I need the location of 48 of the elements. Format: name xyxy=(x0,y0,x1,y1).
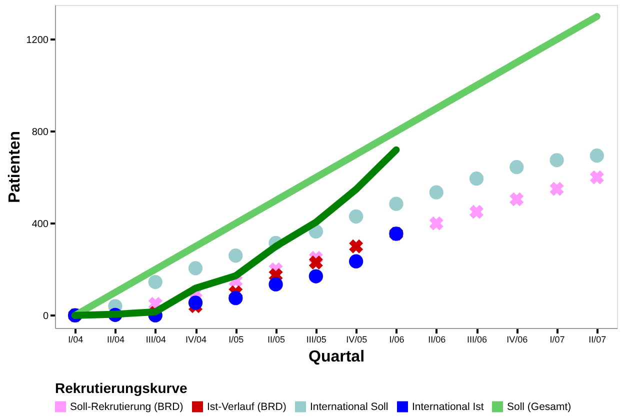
point xyxy=(590,170,604,184)
x-tick-label: I/06 xyxy=(389,334,404,344)
y-tick-label: 800 xyxy=(32,126,49,138)
point xyxy=(389,196,404,211)
x-tick-label: II/07 xyxy=(588,334,606,344)
x-tick-label: II/06 xyxy=(428,334,446,344)
point xyxy=(510,160,524,174)
point xyxy=(550,153,564,168)
x-tick-label: I/04 xyxy=(68,334,84,344)
x-tick-label: II/04 xyxy=(106,334,124,344)
point xyxy=(510,192,524,206)
y-tick-label: 0 xyxy=(42,310,49,322)
y-axis-title: Patienten xyxy=(6,130,24,204)
point xyxy=(268,277,283,292)
legend-label: Ist-Verlauf (BRD) xyxy=(207,400,286,413)
point xyxy=(349,239,364,254)
x-tick-label: IV/06 xyxy=(506,334,528,344)
x-tick-label: III/04 xyxy=(146,334,166,344)
x-tick-label: IV/05 xyxy=(346,334,368,344)
point xyxy=(590,148,604,163)
point xyxy=(429,185,444,200)
x-tick-label: III/06 xyxy=(466,334,488,344)
legend-label: Soll (Gesamt) xyxy=(507,400,572,413)
y-tick-label: 1200 xyxy=(26,34,49,46)
point xyxy=(188,296,203,310)
x-tick-label: I/07 xyxy=(550,334,565,344)
point xyxy=(308,269,323,284)
legend-label: International Soll xyxy=(310,400,388,413)
x-tick-label: I/05 xyxy=(228,334,244,344)
point xyxy=(308,255,323,270)
x-tick-label: II/05 xyxy=(268,334,286,344)
legend-label: International Ist xyxy=(412,400,484,413)
point xyxy=(148,274,162,290)
legend-label: Soll-Rekrutierung (BRD) xyxy=(70,400,184,413)
point xyxy=(349,209,364,224)
x-tick-label: III/05 xyxy=(306,334,326,344)
point xyxy=(469,172,484,186)
point xyxy=(470,204,484,219)
point xyxy=(550,182,564,196)
y-tick-label: 400 xyxy=(32,218,49,230)
point xyxy=(349,254,364,268)
legend-title: Rekrutierungskurve xyxy=(55,380,188,396)
point xyxy=(228,248,243,263)
x-tick-label: IV/04 xyxy=(185,334,207,344)
point xyxy=(188,261,203,276)
x-axis-title: Quartal xyxy=(308,348,365,366)
point xyxy=(429,216,444,230)
point xyxy=(228,291,243,306)
